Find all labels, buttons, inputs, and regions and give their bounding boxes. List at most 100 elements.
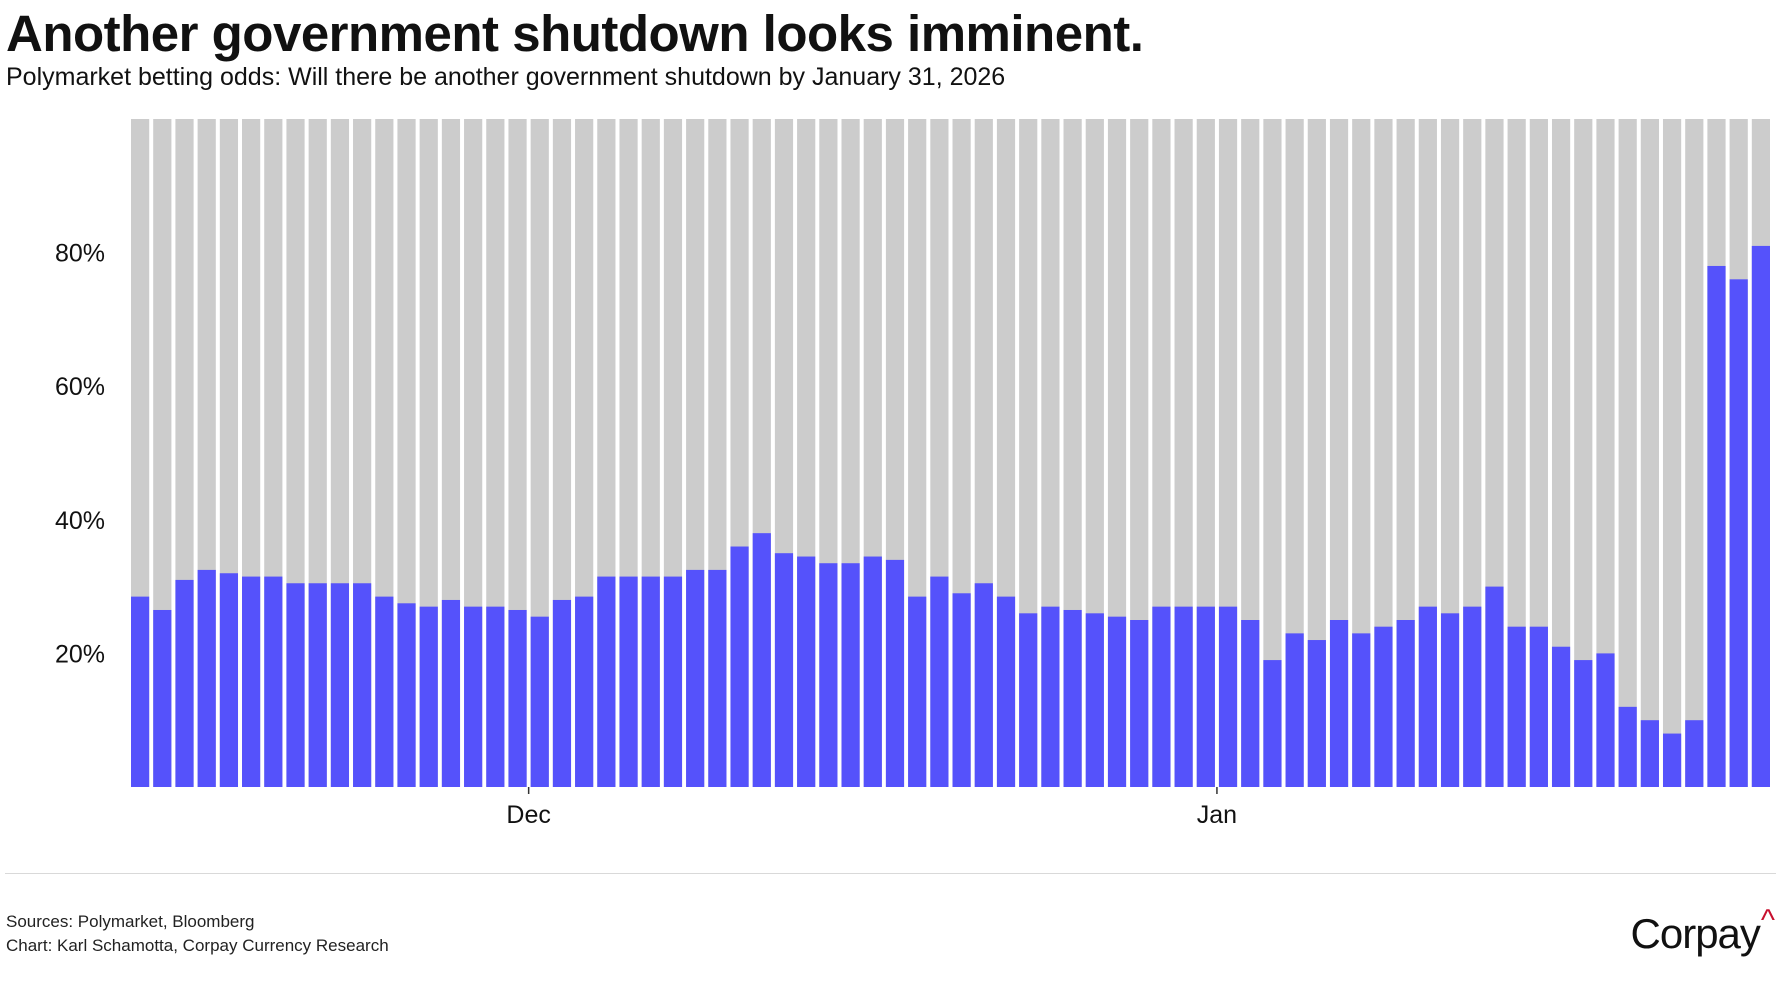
x-tick-label: Dec	[506, 801, 550, 829]
probability-bar	[1529, 626, 1548, 787]
probability-bar	[131, 596, 150, 787]
probability-bar	[1019, 613, 1038, 787]
probability-bar	[530, 616, 549, 787]
chart-title: Another government shutdown looks immine…	[6, 5, 1144, 62]
probability-bar	[841, 563, 860, 787]
x-tick-label: Jan	[1197, 801, 1237, 829]
probability-bar	[974, 583, 993, 787]
background-bar	[1307, 119, 1326, 787]
probability-bar	[708, 569, 727, 787]
probability-bar	[1662, 733, 1682, 787]
probability-bar	[1596, 653, 1615, 787]
background-bar	[1551, 119, 1571, 787]
background-bar	[1529, 119, 1548, 787]
probability-bar	[752, 533, 771, 787]
probability-bar	[353, 583, 372, 787]
probability-bar	[885, 559, 905, 787]
probability-bar	[1329, 620, 1349, 787]
y-tick-label: 20%	[55, 640, 105, 668]
probability-bar	[1463, 606, 1482, 787]
y-tick-label: 40%	[55, 507, 105, 535]
background-bar	[1507, 119, 1526, 787]
probability-bar	[819, 563, 838, 787]
probability-bar	[996, 596, 1016, 787]
corpay-logo: Corpay^	[1630, 904, 1775, 958]
probability-bar	[1152, 606, 1171, 787]
probability-bar	[930, 576, 949, 787]
probability-bar	[730, 546, 749, 787]
probability-bar	[1085, 613, 1104, 787]
probability-bar	[1174, 606, 1193, 787]
background-bar	[1374, 119, 1393, 787]
y-tick-label: 60%	[55, 373, 105, 401]
logo-caret: ^	[1760, 904, 1775, 937]
probability-bar	[1729, 279, 1748, 787]
probability-bar	[774, 553, 794, 787]
probability-bar	[1107, 616, 1127, 787]
probability-bar	[441, 599, 461, 787]
bar-chart: Dec Jan 20% 40% 60% 80%	[55, 119, 1770, 829]
probability-bar	[1707, 265, 1726, 788]
probability-bar	[175, 579, 194, 787]
probability-bar	[375, 596, 394, 787]
probability-bar	[1440, 613, 1460, 787]
y-tick-label: 80%	[55, 240, 105, 268]
probability-bar	[153, 609, 172, 787]
sources-line: Sources: Polymarket, Bloomberg	[6, 912, 255, 931]
probability-bar	[641, 576, 660, 787]
background-bar	[1352, 119, 1371, 787]
probability-bars	[131, 245, 1770, 788]
probability-bar	[619, 576, 638, 787]
probability-bar	[1640, 720, 1659, 787]
background-bar	[1618, 119, 1637, 787]
chart-subtitle: Polymarket betting odds: Will there be a…	[6, 63, 1006, 91]
background-bar	[1662, 119, 1682, 787]
sources-note: Sources: Polymarket, Bloomberg Chart: Ka…	[6, 910, 389, 958]
background-bar	[1285, 119, 1304, 787]
probability-bar	[264, 576, 283, 787]
probability-bar	[1685, 720, 1704, 787]
probability-bar	[952, 593, 971, 787]
background-bar	[1640, 119, 1659, 787]
background-bar	[1596, 119, 1615, 787]
probability-bar	[242, 576, 261, 787]
probability-bar	[1618, 706, 1637, 787]
chart-credit-line: Chart: Karl Schamotta, Corpay Currency R…	[6, 936, 389, 955]
probability-bar	[219, 573, 239, 787]
probability-bar	[308, 583, 327, 787]
background-bar	[1263, 119, 1282, 787]
logo-text: Corpay	[1630, 910, 1761, 957]
probability-bar	[1196, 606, 1215, 787]
probability-bar	[419, 606, 438, 787]
probability-bar	[1041, 606, 1060, 787]
probability-bar	[552, 599, 572, 787]
probability-bar	[597, 576, 616, 787]
probability-bar	[1507, 626, 1526, 787]
probability-bar	[286, 583, 305, 787]
x-axis: Dec Jan	[506, 787, 1237, 829]
probability-bar	[1751, 245, 1770, 788]
probability-bar	[464, 606, 483, 787]
probability-bar	[508, 609, 527, 787]
footer-divider	[5, 873, 1776, 874]
probability-bar	[1551, 646, 1571, 787]
probability-bar	[197, 569, 216, 787]
probability-bar	[1263, 660, 1282, 787]
probability-bar	[797, 556, 816, 787]
probability-bar	[1485, 586, 1504, 787]
probability-bar	[1307, 640, 1326, 787]
probability-bar	[1218, 606, 1238, 787]
background-bar	[1685, 119, 1704, 787]
y-axis: 20% 40% 60% 80%	[55, 240, 105, 669]
probability-bar	[397, 603, 416, 787]
probability-bar	[575, 596, 594, 787]
probability-bar	[908, 596, 927, 787]
probability-bar	[1418, 606, 1437, 787]
background-bar	[1574, 119, 1593, 787]
probability-bar	[1063, 609, 1082, 787]
probability-bar	[663, 576, 683, 787]
probability-bar	[686, 569, 705, 787]
probability-bar	[1396, 620, 1415, 787]
probability-bar	[1574, 660, 1593, 787]
probability-bar	[863, 556, 882, 787]
